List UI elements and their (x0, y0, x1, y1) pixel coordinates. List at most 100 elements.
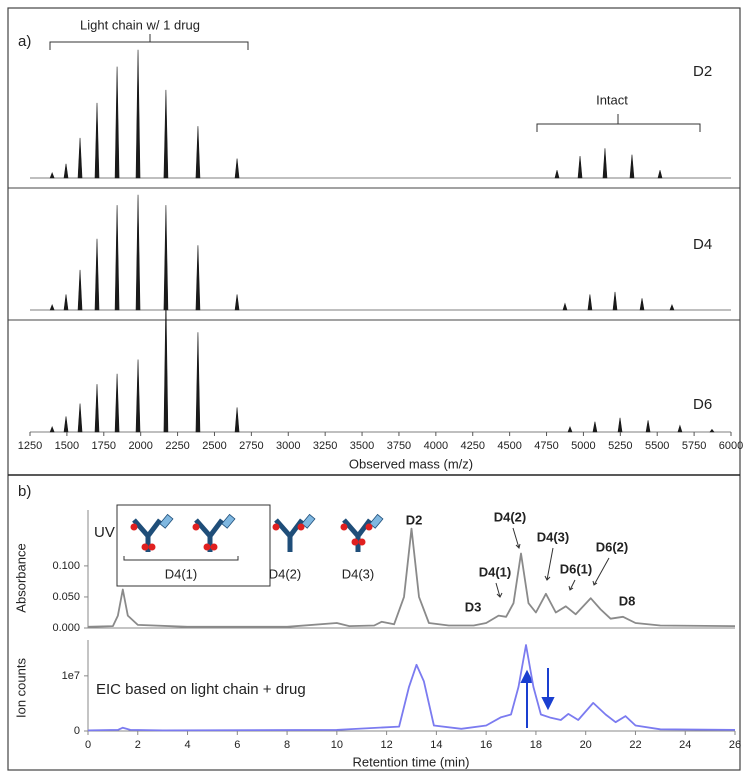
annotation: UV (94, 524, 115, 541)
x-tick-label: 3500 (350, 440, 374, 452)
x-axis-label: Retention time (min) (352, 754, 469, 769)
x-tick-label: 2750 (239, 440, 263, 452)
panel-label: a) (18, 33, 31, 50)
trace (87, 527, 736, 628)
peak (63, 416, 69, 433)
peak-label: D3 (465, 599, 482, 614)
y-axis-label: Absorbance (13, 543, 28, 612)
x-tick-label: 1500 (55, 440, 79, 452)
x-tick-label: 2250 (165, 440, 189, 452)
peak (577, 155, 583, 179)
peak (709, 428, 715, 433)
inset-label: D4(3) (342, 566, 375, 581)
inset-label: D4(2) (269, 566, 302, 581)
peak (49, 425, 55, 433)
x-tick-label: 14 (430, 739, 442, 751)
x-tick-label: 12 (380, 739, 392, 751)
x-tick-label: 4250 (460, 440, 484, 452)
peak (135, 359, 141, 433)
peak (657, 170, 663, 179)
series-label: D2 (693, 63, 712, 80)
peak (114, 66, 120, 179)
x-tick-label: 18 (530, 739, 542, 751)
peak (669, 303, 675, 311)
peak (94, 238, 100, 311)
peak-label: D6(1) (560, 561, 593, 576)
peak-label: D4(2) (494, 509, 527, 524)
x-tick-label: 1750 (92, 440, 116, 452)
arrows (495, 527, 610, 598)
peak (135, 49, 141, 179)
x-tick-label: 22 (629, 739, 641, 751)
x-tick-label: 2500 (202, 440, 226, 452)
peak (77, 403, 83, 433)
antibody-icons (130, 513, 384, 552)
bracket (49, 34, 249, 50)
y-tick-label: 0.100 (52, 560, 80, 572)
peak (629, 154, 635, 179)
x-tick-label: 6 (234, 739, 240, 751)
peak (114, 373, 120, 433)
x-tick-label: 2000 (128, 440, 152, 452)
peak-label: D4(1) (479, 564, 512, 579)
peak (587, 294, 593, 311)
bracket (123, 556, 239, 561)
peak (617, 417, 623, 433)
peak (195, 245, 201, 311)
peak (77, 269, 83, 311)
series-label: D4 (693, 236, 712, 253)
bracket (536, 114, 701, 132)
x-axis-label: Observed mass (m/z) (349, 456, 473, 471)
x-tick-label: 4 (184, 739, 190, 751)
x-tick-label: 5500 (645, 440, 669, 452)
x-tick-label: 3000 (276, 440, 300, 452)
peak (645, 420, 651, 433)
peak (49, 303, 55, 311)
trace (87, 644, 736, 732)
x-tick-label: 2 (135, 739, 141, 751)
peak-label: D6(2) (596, 539, 629, 554)
x-tick-label: 26 (729, 739, 741, 751)
x-tick-label: 8 (284, 739, 290, 751)
peak (163, 89, 169, 179)
x-tick-label: 4500 (497, 440, 521, 452)
peak-label: D8 (619, 593, 636, 608)
x-tick-label: 3750 (387, 440, 411, 452)
x-tick-label: 20 (580, 739, 592, 751)
inset-label: D4(1) (165, 566, 198, 581)
peak (234, 158, 240, 179)
series-label: D6 (693, 396, 712, 413)
annotation: Intact (596, 92, 628, 107)
peak (234, 407, 240, 433)
annotation: Light chain w/ 1 drug (80, 17, 200, 32)
peak (94, 102, 100, 179)
peak (562, 302, 568, 311)
peak (639, 298, 645, 311)
y-tick-label: 0.000 (52, 622, 80, 634)
peak (63, 163, 69, 179)
peak (163, 205, 169, 311)
x-tick-label: 3250 (313, 440, 337, 452)
peak (677, 424, 683, 433)
peak (567, 425, 573, 433)
x-tick-label: 5250 (608, 440, 632, 452)
peak (195, 332, 201, 433)
peak (135, 194, 141, 311)
peak (163, 295, 169, 433)
x-tick-label: 1250 (18, 440, 42, 452)
x-tick-label: 5000 (571, 440, 595, 452)
panel-label: b) (18, 483, 31, 500)
peak (554, 170, 560, 179)
peak (114, 205, 120, 311)
peak-label: D4(3) (537, 529, 570, 544)
y-tick-label: 0.050 (52, 591, 80, 603)
peak-label: D2 (406, 512, 423, 527)
peak (63, 294, 69, 311)
x-tick-label: 24 (679, 739, 691, 751)
y-tick-label: 0 (74, 725, 80, 737)
peak (49, 171, 55, 179)
frame (7, 7, 741, 771)
eic-arrows (520, 668, 555, 728)
annotation: EIC based on light chain + drug (96, 681, 306, 698)
